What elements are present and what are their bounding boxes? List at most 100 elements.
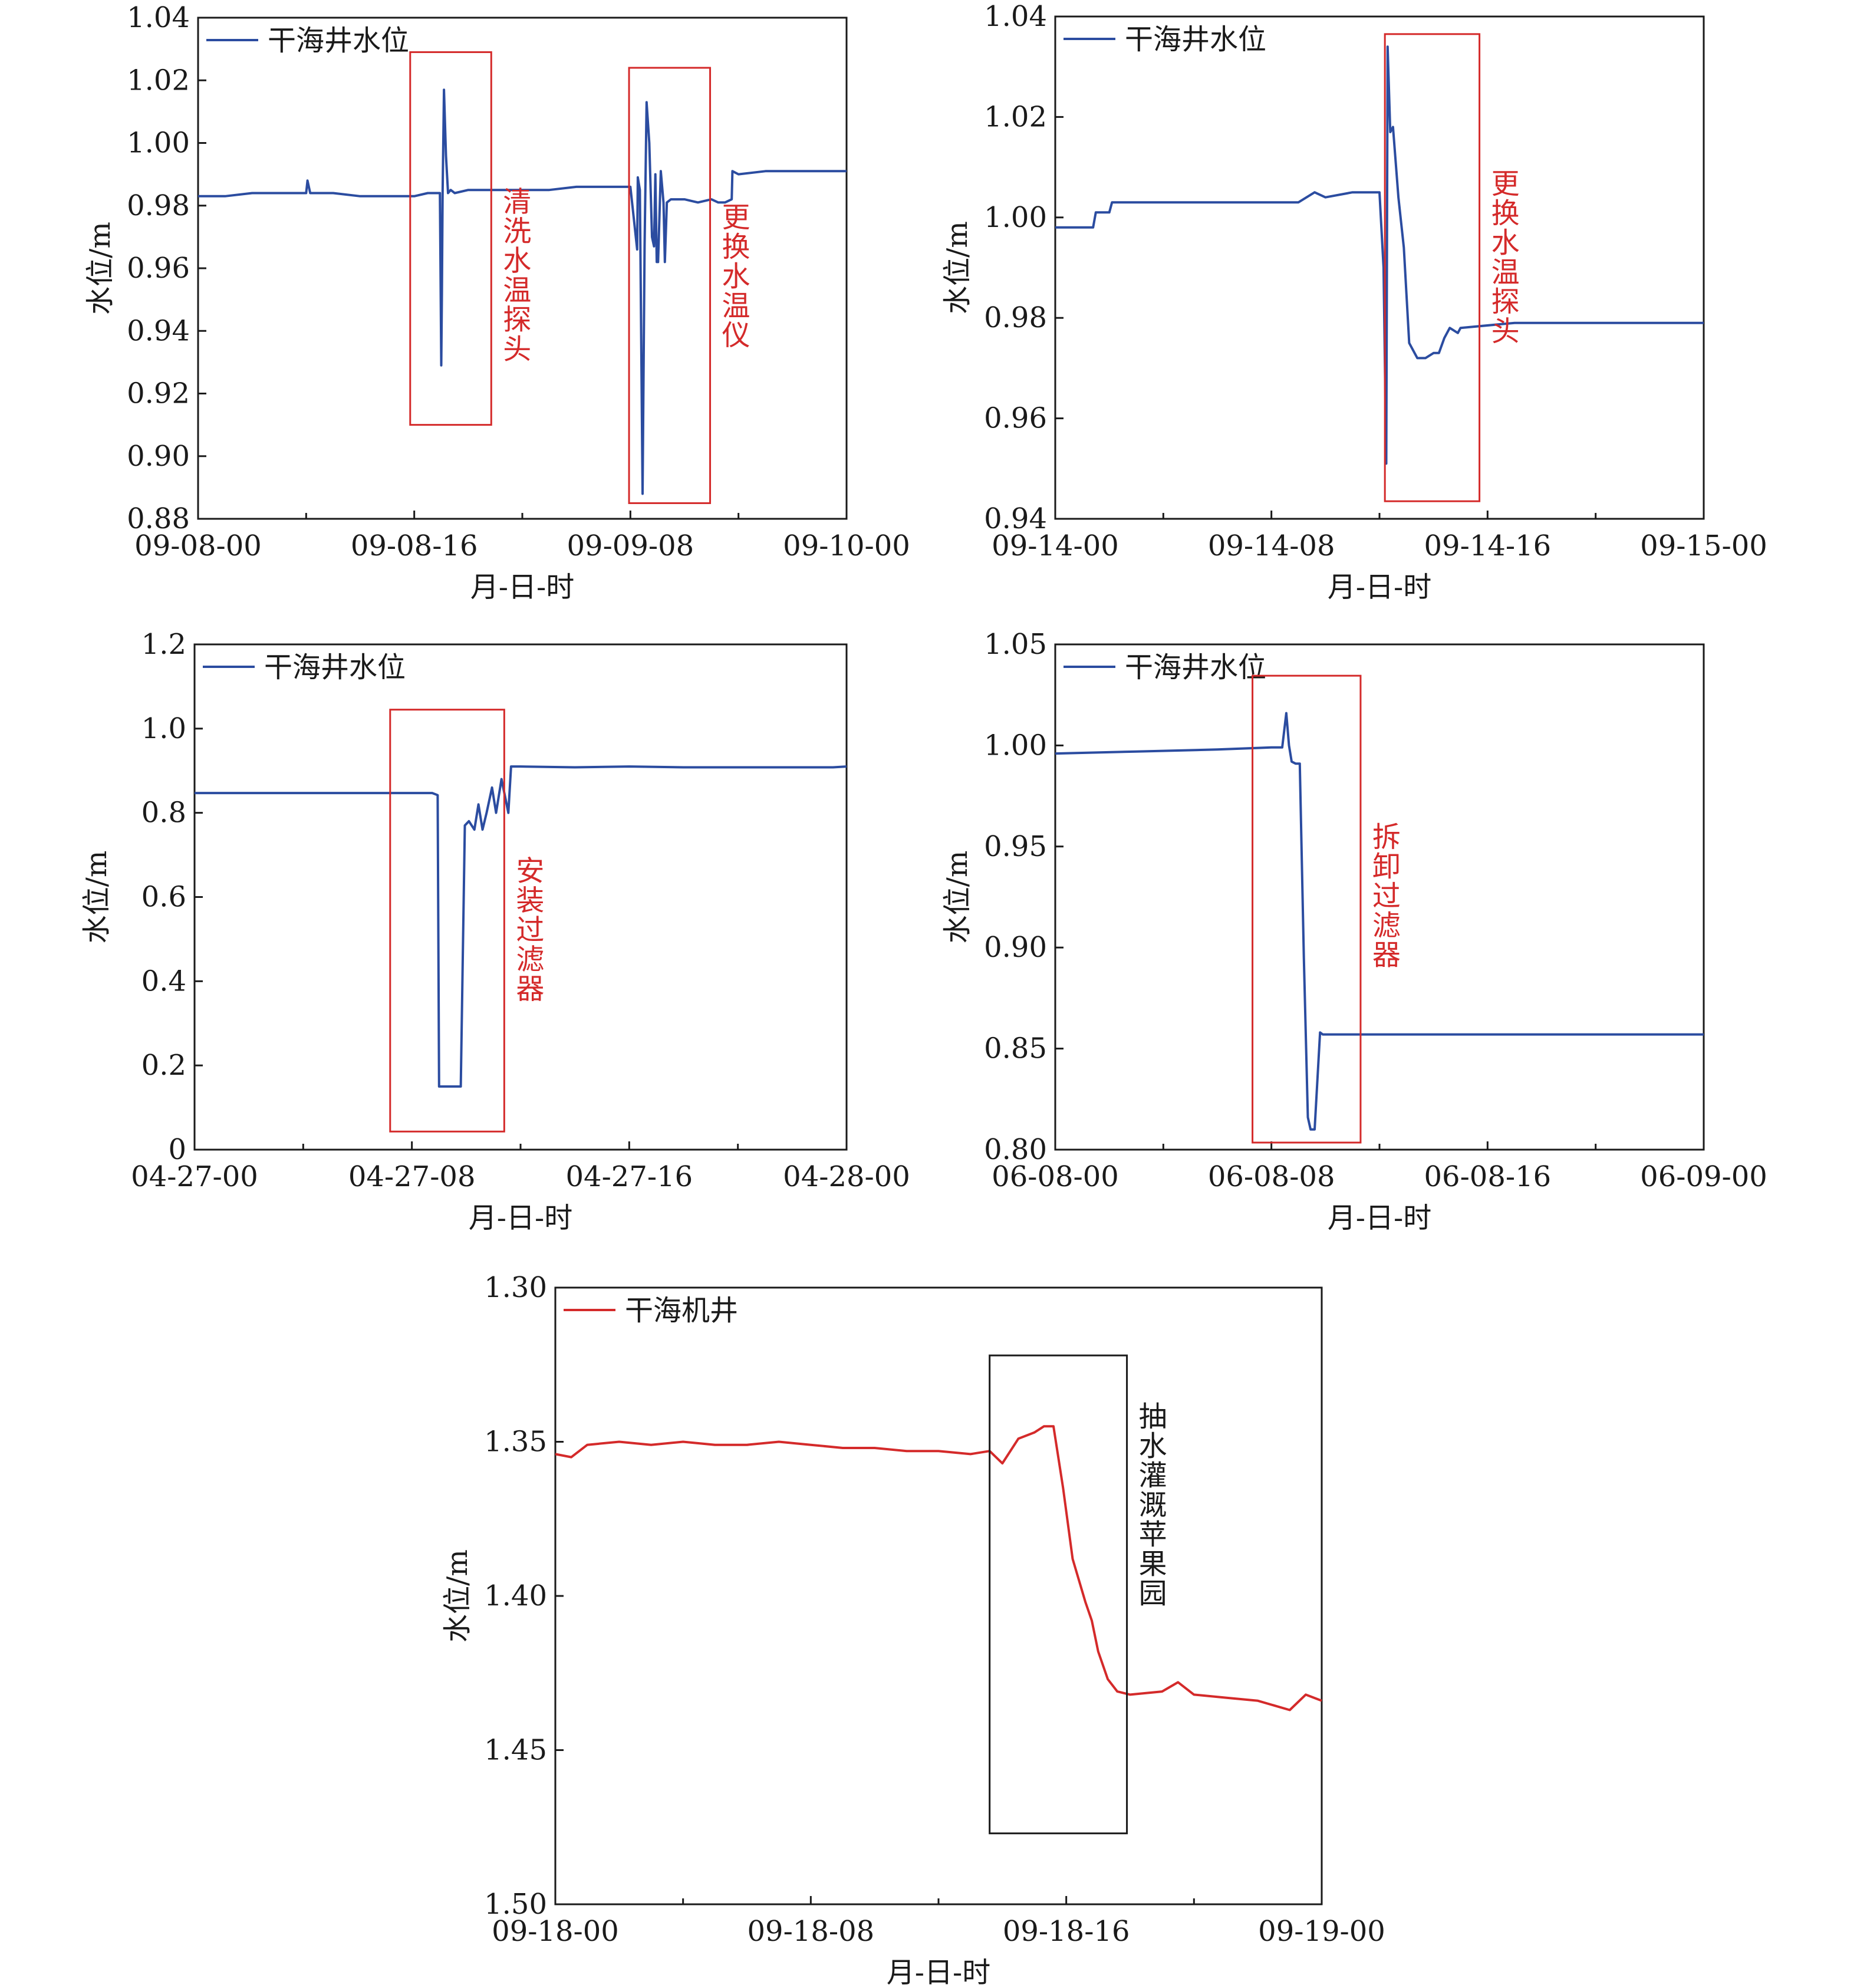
annotation-char: 果 bbox=[1139, 1548, 1167, 1581]
annotation-char: 溉 bbox=[1139, 1489, 1167, 1522]
x-axis-title: 月-日-时 bbox=[887, 1956, 990, 1988]
annotation-text: 安装过滤器 bbox=[516, 855, 544, 1006]
y-axis-title: 水位/m bbox=[941, 851, 974, 944]
y-tick-label: 0.90 bbox=[127, 440, 190, 473]
y-tick-label: 0.96 bbox=[984, 402, 1047, 435]
x-tick-label: 09-18-08 bbox=[747, 1915, 874, 1948]
x-axis-title: 月-日-时 bbox=[1328, 571, 1431, 604]
y-tick-label: 1.0 bbox=[141, 712, 186, 745]
annotation-char: 水 bbox=[503, 244, 531, 277]
series-line bbox=[555, 1425, 1322, 1711]
annotation-char: 灌 bbox=[1139, 1459, 1167, 1492]
x-tick-label: 09-09-08 bbox=[567, 529, 694, 562]
y-tick-label: 0.90 bbox=[984, 931, 1047, 964]
x-tick-label: 09-10-00 bbox=[783, 529, 910, 562]
annotation-text: 抽水灌溉苹果园 bbox=[1139, 1400, 1167, 1610]
y-tick-label: 1.00 bbox=[984, 201, 1047, 234]
x-tick-label: 09-19-00 bbox=[1258, 1915, 1385, 1948]
y-tick-label: 1.2 bbox=[141, 628, 186, 661]
annotation-char: 安 bbox=[516, 855, 544, 888]
annotation-char: 过 bbox=[1372, 880, 1401, 913]
y-tick-label: 0.4 bbox=[141, 965, 186, 998]
x-tick-label: 09-14-08 bbox=[1208, 529, 1335, 562]
x-tick-label: 09-18-00 bbox=[492, 1915, 619, 1948]
y-tick-label: 1.04 bbox=[127, 1, 190, 34]
annotation-char: 探 bbox=[1491, 285, 1520, 318]
chart-panel: 1.041.021.000.980.960.940.920.900.8809-0… bbox=[84, 1, 910, 604]
y-tick-label: 0.95 bbox=[984, 830, 1047, 863]
annotation-char: 仪 bbox=[722, 319, 750, 352]
annotation-char: 换 bbox=[722, 231, 750, 264]
series-line bbox=[198, 88, 847, 495]
y-tick-label: 1.50 bbox=[484, 1888, 547, 1921]
legend-label: 干海井水位 bbox=[1125, 23, 1266, 56]
y-axis-title: 水位/m bbox=[80, 851, 113, 944]
series-line bbox=[195, 765, 847, 1088]
annotation-text: 更换水温探头 bbox=[1491, 167, 1520, 348]
legend-label: 干海井水位 bbox=[1125, 651, 1266, 684]
annotation-char: 器 bbox=[516, 973, 544, 1006]
y-tick-label: 0 bbox=[168, 1133, 186, 1166]
annotation-char: 更 bbox=[1491, 167, 1520, 200]
annotation-box bbox=[409, 51, 492, 426]
y-axis-title: 水位/m bbox=[441, 1549, 474, 1643]
legend-label: 干海井水位 bbox=[264, 651, 406, 684]
y-tick-label: 1.40 bbox=[484, 1579, 547, 1612]
y-tick-label: 0.94 bbox=[127, 314, 190, 347]
y-tick-label: 0.8 bbox=[141, 796, 186, 830]
annotation-char: 卸 bbox=[1372, 850, 1401, 883]
y-tick-label: 0.2 bbox=[141, 1049, 186, 1082]
annotation-text: 拆卸过滤器 bbox=[1372, 821, 1401, 972]
x-tick-label: 06-08-16 bbox=[1424, 1160, 1551, 1193]
x-tick-label: 06-08-00 bbox=[992, 1160, 1119, 1193]
y-axis-title: 水位/m bbox=[941, 221, 974, 314]
annotation-char: 头 bbox=[503, 333, 531, 366]
legend-label: 干海井水位 bbox=[268, 24, 409, 57]
y-tick-label: 0.85 bbox=[984, 1032, 1047, 1065]
annotation-box bbox=[1252, 674, 1362, 1144]
x-axis-title: 月-日-时 bbox=[469, 1202, 572, 1235]
y-tick-label: 1.02 bbox=[127, 64, 190, 97]
annotation-char: 水 bbox=[722, 260, 750, 293]
x-axis-title: 月-日-时 bbox=[470, 571, 574, 604]
annotation-char: 滤 bbox=[1372, 909, 1401, 942]
annotation-char: 装 bbox=[516, 884, 544, 917]
x-tick-label: 09-14-00 bbox=[992, 529, 1119, 562]
x-axis-title: 月-日-时 bbox=[1328, 1202, 1431, 1235]
x-tick-label: 06-08-08 bbox=[1208, 1160, 1335, 1193]
y-tick-label: 1.00 bbox=[127, 127, 190, 160]
annotation-char: 拆 bbox=[1372, 821, 1401, 854]
annotation-box bbox=[1384, 33, 1481, 502]
chart-panel: 1.2 1.0 0.8 0.6 0.4 0.2 004-27-00 04-27-08 04-27… bbox=[80, 628, 910, 1235]
annotation-char: 苹 bbox=[1139, 1518, 1167, 1551]
y-tick-label: 0.98 bbox=[984, 301, 1047, 334]
plot-frame bbox=[1054, 15, 1705, 520]
annotation-char: 抽 bbox=[1139, 1400, 1167, 1433]
annotation-char: 器 bbox=[1372, 939, 1401, 972]
y-tick-label: 1.45 bbox=[484, 1734, 547, 1767]
x-tick-label: 04-27-08 bbox=[348, 1160, 476, 1193]
annotation-box bbox=[389, 709, 505, 1133]
y-tick-label: 1.05 bbox=[984, 628, 1047, 661]
x-tick-label: 09-08-16 bbox=[351, 529, 478, 562]
annotation-char: 滤 bbox=[516, 943, 544, 976]
annotation-text: 清洗水温探头 bbox=[503, 185, 531, 366]
annotation-char: 温 bbox=[503, 274, 531, 307]
y-axis-title: 水位/m bbox=[84, 222, 117, 315]
annotation-char: 园 bbox=[1139, 1577, 1167, 1610]
x-tick-label: 09-15-00 bbox=[1640, 529, 1767, 562]
annotation-char: 换 bbox=[1491, 197, 1520, 230]
x-tick-label: 04-28-00 bbox=[783, 1160, 910, 1193]
y-tick-label: 0.92 bbox=[127, 377, 190, 410]
y-tick-label: 0.94 bbox=[984, 502, 1047, 535]
x-tick-label: 06-09-00 bbox=[1640, 1160, 1767, 1193]
y-tick-label: 0.6 bbox=[141, 881, 186, 914]
annotation-text: 更换水温仪 bbox=[722, 201, 750, 352]
y-tick-label: 0.88 bbox=[127, 502, 190, 535]
y-tick-label: 1.30 bbox=[484, 1271, 547, 1304]
annotation-char: 温 bbox=[1491, 256, 1520, 289]
x-tick-label: 04-27-00 bbox=[131, 1160, 258, 1193]
annotation-char: 温 bbox=[722, 289, 750, 322]
